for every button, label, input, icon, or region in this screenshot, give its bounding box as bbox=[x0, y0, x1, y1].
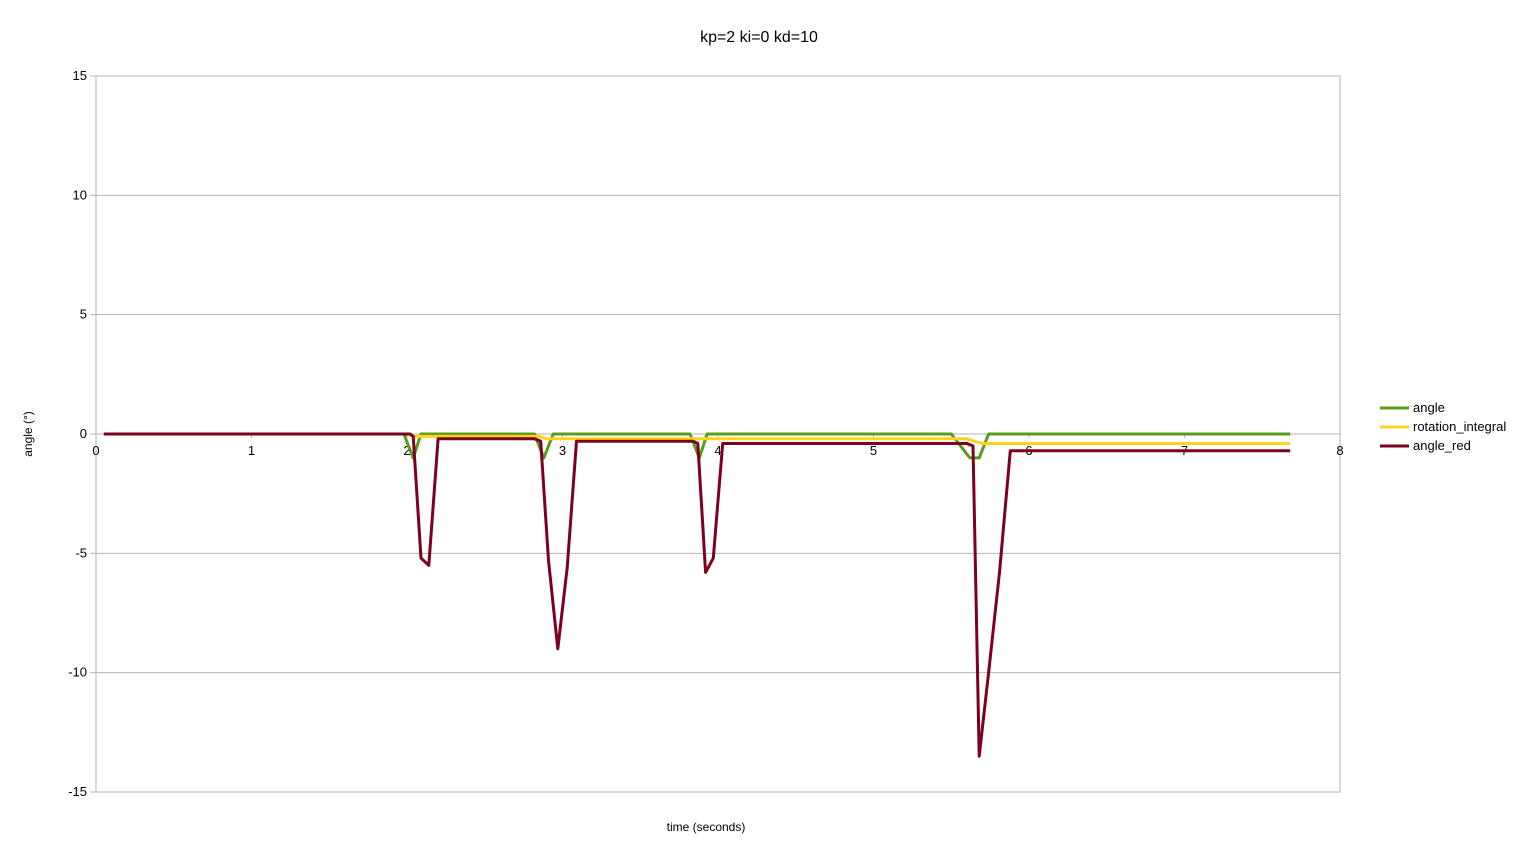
legend: angle rotation_integral angle_red bbox=[1380, 400, 1506, 453]
series-lines bbox=[103, 432, 1291, 758]
y-tick-label: -5 bbox=[75, 545, 87, 560]
y-tick-label: -15 bbox=[68, 784, 87, 799]
x-tick-label: 8 bbox=[1336, 443, 1343, 458]
series-line-angle bbox=[103, 432, 1291, 460]
x-tick-label: 2 bbox=[403, 443, 410, 458]
legend-label: angle_red bbox=[1413, 438, 1471, 453]
y-axis-ticks: 15 10 5 0 -5 -10 -15 bbox=[68, 68, 96, 799]
y-tick-label: 10 bbox=[73, 187, 87, 202]
y-tick-label: 0 bbox=[80, 426, 87, 441]
y-tick-label: 15 bbox=[73, 68, 87, 83]
x-axis-label: time (seconds) bbox=[667, 820, 746, 834]
x-tick-label: 1 bbox=[248, 443, 255, 458]
y-tick-label: -10 bbox=[68, 665, 87, 680]
y-axis-label: angle (°) bbox=[21, 411, 35, 457]
x-tick-label: 5 bbox=[870, 443, 877, 458]
y-tick-label: 5 bbox=[80, 307, 87, 322]
x-tick-label: 0 bbox=[92, 443, 99, 458]
legend-label: rotation_integral bbox=[1413, 419, 1506, 434]
x-tick-label: 4 bbox=[714, 443, 721, 458]
chart-title: kp=2 ki=0 kd=10 bbox=[700, 29, 818, 46]
series-line-angle-red bbox=[103, 432, 1291, 758]
legend-label: angle bbox=[1413, 400, 1445, 415]
x-tick-label: 3 bbox=[559, 443, 566, 458]
